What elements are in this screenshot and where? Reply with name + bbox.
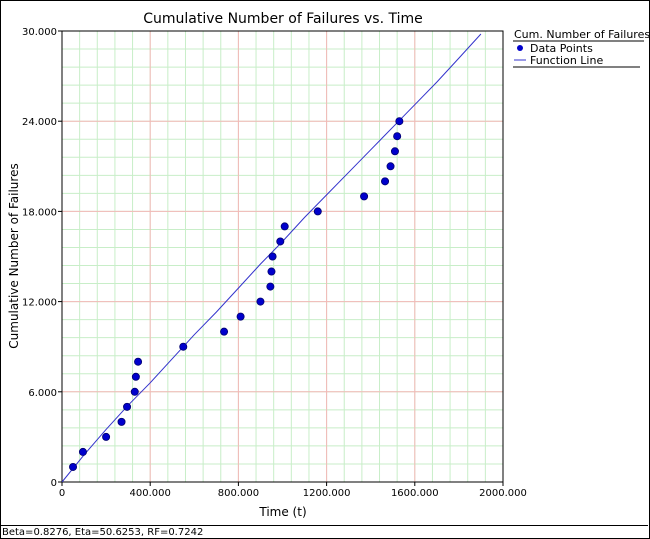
x-tick-label: 800.000: [218, 488, 259, 499]
data-point: [130, 387, 139, 396]
data-point: [360, 192, 369, 201]
x-axis-label: Time (t): [258, 505, 306, 519]
legend-data-points-marker: [517, 45, 523, 51]
y-tick-label: 18.000: [22, 207, 57, 218]
data-point: [268, 252, 277, 261]
legend-function-line-label: Function Line: [530, 54, 603, 67]
grid: [61, 30, 504, 483]
y-tick-label: 0: [51, 478, 57, 489]
x-tick-label: 0: [59, 488, 65, 499]
data-point: [280, 222, 289, 231]
data-point: [123, 402, 132, 411]
x-tick-label: 1200.000: [303, 488, 351, 499]
x-tick-label: 400.000: [130, 488, 171, 499]
tick-labels: 0 400.000 800.000 1200.000 1600.000 2000.000 0…: [22, 27, 527, 499]
legend-title: Cum. Number of Failures: [514, 28, 650, 41]
y-axis-label: Cumulative Number of Failures: [7, 163, 21, 348]
y-tick-label: 6.000: [28, 388, 57, 399]
legend: Cum. Number of Failures Data Points Func…: [513, 28, 650, 68]
data-point: [390, 147, 399, 156]
data-point: [256, 297, 265, 306]
x-tick-label: 2000.000: [479, 488, 527, 499]
chart-svg: 0 400.000 800.000 1200.000 1600.000 2000.000 0…: [7, 11, 650, 519]
data-point: [266, 282, 275, 291]
data-point: [102, 432, 111, 441]
data-point: [236, 312, 245, 321]
data-point: [78, 447, 87, 456]
data-point: [131, 372, 140, 381]
legend-data-points-label: Data Points: [530, 42, 593, 55]
data-point: [276, 237, 285, 246]
data-point: [117, 417, 126, 426]
status-footer: Beta=0.8276, Eta=50.6253, RF=0.7242: [0, 525, 648, 538]
y-tick-label: 12.000: [22, 298, 57, 309]
plot-border: [61, 30, 504, 483]
x-tick-label: 1600.000: [391, 488, 439, 499]
y-tick-label: 24.000: [22, 117, 57, 128]
data-point: [267, 267, 276, 276]
data-point: [313, 207, 322, 216]
data-point: [386, 162, 395, 171]
data-point: [69, 462, 78, 471]
data-point: [134, 357, 143, 366]
data-point: [381, 177, 390, 186]
chart-title: Cumulative Number of Failures vs. Time: [143, 11, 423, 27]
data-point: [220, 327, 229, 336]
y-tick-label: 30.000: [22, 27, 57, 38]
data-point: [395, 117, 404, 126]
data-points-layer: [69, 117, 404, 471]
data-point: [179, 342, 188, 351]
data-point: [393, 132, 402, 141]
